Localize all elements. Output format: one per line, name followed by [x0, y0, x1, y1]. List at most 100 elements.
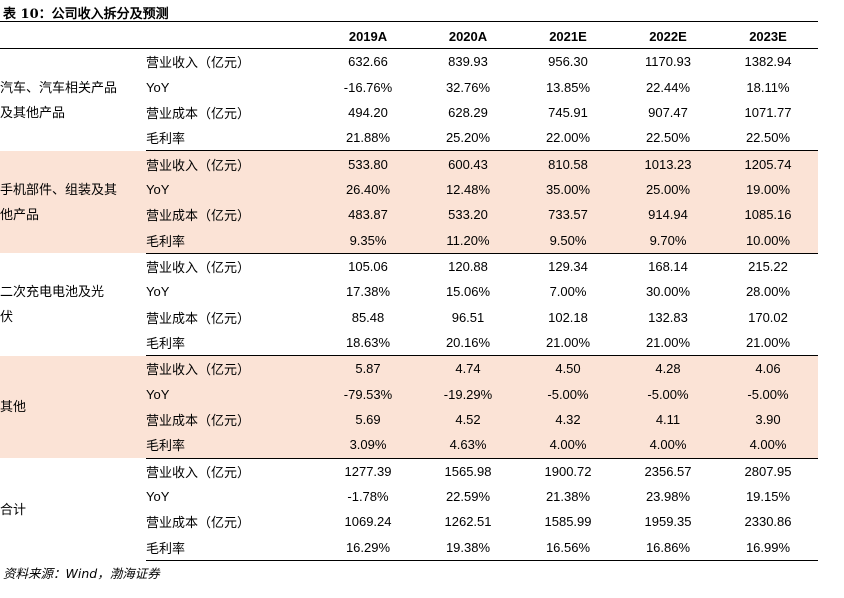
value-cell: 23.98% — [645, 489, 691, 505]
value-cell: 2330.86 — [744, 514, 792, 530]
value-cell: 30.00% — [645, 284, 691, 300]
value-cell: 4.00% — [518, 432, 618, 459]
value-cell: -19.29% — [418, 381, 518, 407]
category-cell: 汽车、汽车相关产品 及其他产品 — [0, 49, 146, 151]
row-group: 合计 营业收入（亿元） 1277.39 1565.98 1900.72 2356.57 28… — [0, 458, 818, 561]
table-row: 手机部件、组装及其 他产品 营业收入（亿元） 533.80 600.43 810.58 10… — [0, 150, 818, 254]
value-cell: 215.22 — [748, 258, 788, 274]
value-cell: 2807.95 — [744, 463, 792, 479]
value-cell: 4.32 — [518, 406, 618, 433]
metric-label: 毛利率 — [146, 432, 318, 459]
value-cell: 22.50% — [618, 125, 718, 152]
metric-label: 毛利率 — [146, 125, 318, 152]
metric-label: 毛利率 — [146, 329, 318, 357]
table-row: 营业成本（亿元） 494.20 628.29 745.91 907.47 1071.77 — [0, 100, 818, 125]
value-cell: 956.30 — [548, 54, 588, 70]
value-cell: -5.00% — [618, 381, 718, 407]
category-line: 汽车、汽车相关产品 — [0, 79, 118, 95]
value-cell: 19.00% — [718, 176, 818, 203]
value-cell: 12.48% — [418, 176, 518, 203]
table-row: 二次充电电池及光伏 营业收入（亿元） 105.06 120.88 129.34 168.1… — [0, 253, 818, 325]
header-2022e: 2022E — [618, 24, 718, 49]
value-cell: 22.50% — [718, 125, 818, 152]
table-row: 营业成本（亿元） 1069.24 1262.51 1585.99 1959.35 2330… — [0, 509, 818, 534]
value-cell: 533.20 — [418, 202, 518, 228]
value-cell: 96.51 — [451, 309, 485, 325]
value-cell: 16.29% — [318, 534, 418, 561]
value-cell: 5.69 — [318, 406, 418, 433]
value-cell: 105.06 — [348, 258, 388, 274]
table-row: 营业成本（亿元） 85.48 96.51 102.18 132.83 170.02 — [0, 304, 818, 329]
header-2020a: 2020A — [418, 24, 518, 49]
metric-label: YoY — [146, 176, 318, 203]
value-cell: 9.70% — [618, 227, 718, 254]
value-cell: 810.58 — [518, 150, 618, 177]
value-cell: 1071.77 — [744, 104, 792, 120]
value-cell: 21.00% — [718, 329, 818, 357]
metric-label: 营业收入（亿元） — [146, 464, 251, 480]
category-line: 及其他产品 — [0, 104, 66, 120]
metric-label: 营业成本（亿元） — [146, 515, 251, 531]
value-cell: 26.40% — [318, 176, 418, 203]
value-cell: 907.47 — [648, 104, 688, 120]
metric-label: 营业收入（亿元） — [146, 150, 318, 177]
value-cell: 4.52 — [418, 406, 518, 433]
value-cell: 129.34 — [548, 258, 588, 274]
metric-label: 营业成本（亿元） — [146, 310, 251, 326]
header-2023e: 2023E — [718, 24, 818, 49]
metric-label: 营业收入（亿元） — [146, 55, 251, 71]
value-cell: 9.50% — [518, 227, 618, 254]
value-cell: 745.91 — [548, 104, 588, 120]
value-cell: 22.59% — [445, 489, 491, 505]
value-cell: 1170.93 — [644, 54, 692, 70]
header-metric — [146, 24, 318, 49]
category-line: 他产品 — [0, 207, 40, 223]
metric-label: YoY — [146, 489, 170, 505]
value-cell: 1277.39 — [344, 463, 392, 479]
metric-label: 毛利率 — [146, 227, 318, 254]
row-group: 手机部件、组装及其 他产品 营业收入（亿元） 533.80 600.43 810.58 10… — [0, 150, 818, 254]
metric-label: 营业成本（亿元） — [146, 105, 251, 121]
category-cell: 合计 — [0, 458, 146, 560]
table-row: YoY -16.76% 32.76% 13.85% 22.44% 18.11% — [0, 74, 818, 99]
table-row: 毛利率 21.88% 25.20% 22.00% 22.50% 22.50% — [0, 125, 818, 152]
value-cell: 21.88% — [318, 125, 418, 152]
value-cell: 4.06 — [718, 355, 818, 382]
metric-label: 营业收入（亿元） — [146, 355, 318, 382]
row-group: 汽车、汽车相关产品 及其他产品 营业收入（亿元） 632.66 839.93 956.30… — [0, 49, 818, 152]
table-title: 表 10：公司收入拆分及预测 — [3, 7, 169, 22]
table-row: YoY -79.53% -19.29% -5.00% -5.00% -5.00% — [0, 381, 818, 407]
table-row: 合计 营业收入（亿元） 1277.39 1565.98 1900.72 2356.57 28… — [0, 458, 818, 517]
metric-label: YoY — [146, 381, 318, 407]
value-cell: 4.28 — [618, 355, 718, 382]
table-row: 毛利率 18.63% 20.16% 21.00% 21.00% 21.00% — [0, 329, 818, 357]
table-row: 毛利率 3.09% 4.63% 4.00% 4.00% 4.00% — [0, 432, 818, 459]
value-cell: 1085.16 — [718, 202, 818, 228]
category-line: 伏 — [0, 309, 14, 325]
value-cell: 914.94 — [618, 202, 718, 228]
value-cell: 3.09% — [318, 432, 418, 459]
metric-label: 营业成本（亿元） — [146, 202, 318, 228]
header-2019a: 2019A — [318, 24, 418, 49]
value-cell: 4.11 — [618, 406, 718, 433]
value-cell: 22.44% — [645, 79, 691, 95]
table-row: 汽车、汽车相关产品 及其他产品 营业收入（亿元） 632.66 839.93 956.30… — [0, 49, 818, 120]
value-cell: 733.57 — [518, 202, 618, 228]
value-cell: 9.35% — [318, 227, 418, 254]
metric-label: 营业收入（亿元） — [146, 259, 251, 275]
value-cell: 168.14 — [648, 258, 688, 274]
value-cell: 839.93 — [448, 54, 488, 70]
value-cell: 28.00% — [745, 284, 791, 300]
metric-label: 毛利率 — [146, 534, 318, 561]
value-cell: 483.87 — [318, 202, 418, 228]
value-cell: 18.11% — [746, 79, 790, 95]
value-cell: -16.76% — [343, 79, 393, 95]
metric-label: YoY — [146, 79, 170, 95]
value-cell: 1069.24 — [344, 514, 392, 530]
value-cell: 120.88 — [448, 258, 488, 274]
forecast-table: 2019A 2020A 2021E 2022E 2023E 汽车、汽车相关产品及… — [0, 24, 818, 561]
value-cell: -1.78% — [347, 489, 389, 505]
title-rule — [0, 21, 818, 22]
header-category — [0, 24, 146, 49]
value-cell: 4.00% — [718, 432, 818, 459]
